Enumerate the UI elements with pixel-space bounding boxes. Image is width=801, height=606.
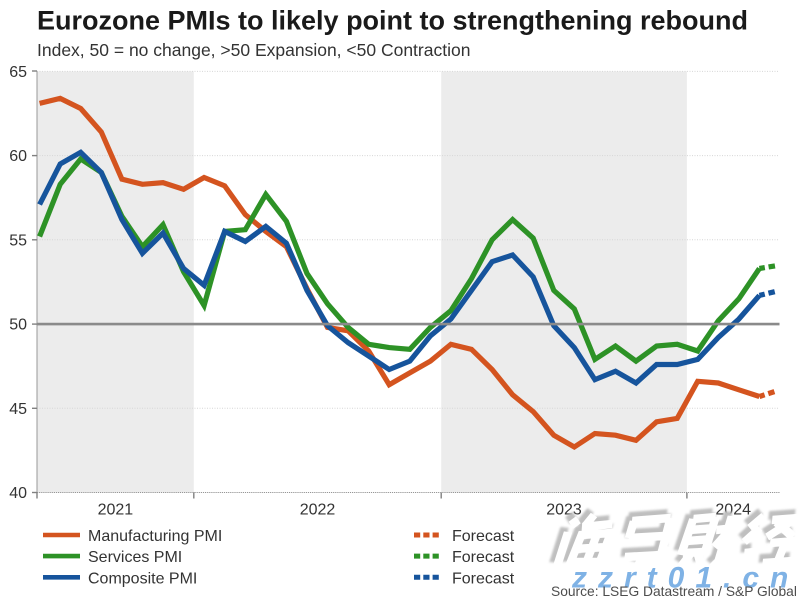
svg-text:Forecast: Forecast [452,528,515,545]
svg-text:Manufacturing PMI: Manufacturing PMI [88,528,222,545]
svg-text:zzrt01.cn: zzrt01.cn [571,562,799,595]
svg-text:Forecast: Forecast [452,570,515,587]
svg-text:2022: 2022 [300,502,336,519]
svg-text:40: 40 [9,485,27,502]
svg-text:2024: 2024 [715,502,751,519]
svg-text:Services PMI: Services PMI [88,549,182,566]
svg-text:2023: 2023 [546,502,582,519]
svg-text:Eurozone PMIs to likely point: Eurozone PMIs to likely point to strengt… [37,6,748,36]
svg-text:60: 60 [9,148,27,165]
svg-text:65: 65 [9,64,27,81]
svg-text:55: 55 [9,232,27,249]
svg-text:45: 45 [9,401,27,418]
svg-text:Composite PMI: Composite PMI [88,570,197,587]
svg-text:Index, 50 = no change, >50 Exp: Index, 50 = no change, >50 Expansion, <5… [37,40,470,60]
svg-text:2021: 2021 [98,502,134,519]
svg-text:50: 50 [9,317,27,334]
svg-text:Forecast: Forecast [452,549,515,566]
svg-text:Source: LSEG Datastream / S&P: Source: LSEG Datastream / S&P Global [551,584,797,599]
